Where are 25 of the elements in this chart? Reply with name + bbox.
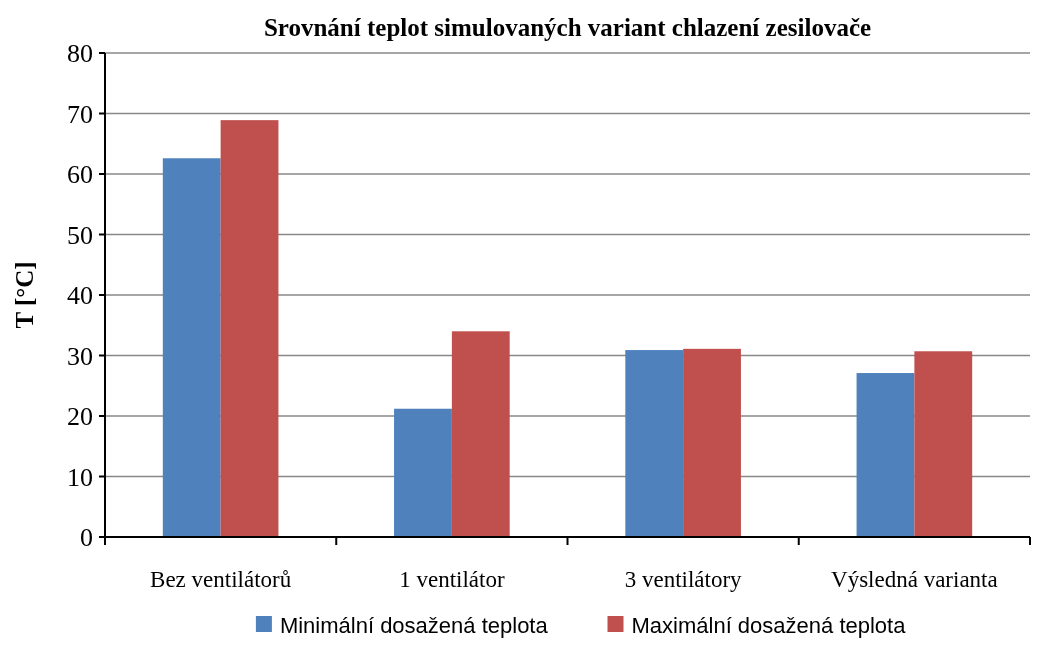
y-tick-label: 10	[67, 462, 93, 492]
y-tick-label: 20	[67, 402, 93, 432]
legend-label: Minimální dosažená teplota	[279, 613, 549, 638]
y-axis-title: T [°C]	[11, 261, 38, 329]
bar	[683, 348, 741, 537]
bar	[451, 331, 510, 537]
bar	[162, 158, 221, 537]
x-tick-label: 1 ventilátor	[399, 567, 505, 592]
y-tick-label: 40	[67, 281, 93, 311]
y-tick-label: 0	[80, 523, 93, 553]
bar	[220, 120, 279, 537]
y-tick-label: 70	[67, 99, 93, 129]
bar	[856, 373, 915, 537]
y-tick-label: 80	[67, 39, 93, 69]
bar	[914, 351, 973, 537]
x-tick-label: Bez ventilátorů	[150, 567, 292, 592]
x-tick-label: 3 ventilátory	[624, 567, 743, 592]
x-tick-label: Výsledná varianta	[831, 567, 998, 592]
y-tick-label: 50	[67, 220, 93, 250]
bar	[394, 408, 452, 537]
legend-label: Maximální dosažená teplota	[631, 613, 907, 638]
y-tick-label: 60	[67, 160, 93, 190]
bar	[625, 350, 684, 537]
chart-title: Srovnání teplot simulovaných variant chlazení zesilovače	[263, 14, 872, 41]
y-tick-label: 30	[67, 341, 93, 371]
